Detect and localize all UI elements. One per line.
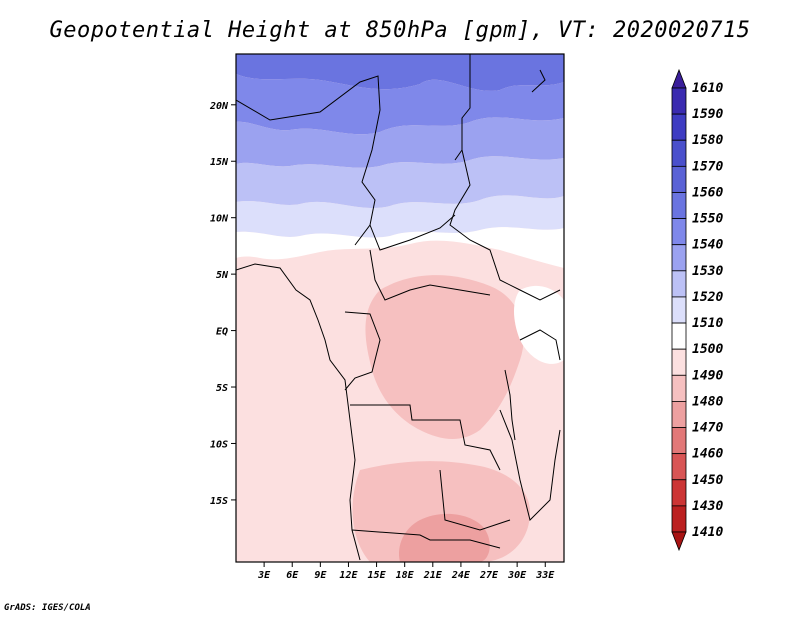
colorbar-level-label: 1590 xyxy=(692,107,723,122)
lon-tick-label: 18E xyxy=(396,570,415,581)
border-zambia xyxy=(439,469,511,531)
colorbar-segment xyxy=(671,270,687,298)
colorbar-segment xyxy=(671,192,687,219)
lon-tick-label: 6E xyxy=(286,570,299,581)
band-1510 xyxy=(236,227,564,268)
border-angola-south xyxy=(351,529,501,549)
band-1560 xyxy=(236,54,564,91)
band-1510-east xyxy=(514,285,564,364)
colorbar-segment xyxy=(671,322,687,350)
lon-tick-label: 30E xyxy=(507,570,527,581)
lat-tick-label: 15S xyxy=(210,496,228,507)
border-uganda xyxy=(519,329,561,361)
latitude-axis: 20N 15N 10N 5N EQ 5S 10S 15S xyxy=(209,101,236,507)
grads-credit: GrADS: IGES/COLA xyxy=(4,603,91,613)
colorbar-segment xyxy=(671,427,687,455)
lon-tick-label: 27E xyxy=(479,570,499,581)
border-lake-tanganyika xyxy=(504,369,516,441)
coast-nile xyxy=(531,69,546,93)
colorbar-level-label: 1530 xyxy=(692,264,723,279)
colorbar-level-label: 1540 xyxy=(692,238,723,253)
colorbar-level-label: 1520 xyxy=(692,290,723,305)
lon-tick-label: 9E xyxy=(314,570,327,581)
colorbar-segment xyxy=(671,139,687,167)
border-libya-egypt xyxy=(454,54,471,161)
height-field xyxy=(236,54,564,562)
border-sudan xyxy=(449,149,561,301)
colorbar-level-label: 1470 xyxy=(692,421,723,436)
colorbar-level-label: 1510 xyxy=(692,316,723,331)
lon-tick-label: 3E xyxy=(257,570,271,581)
lon-tick-label: 21E xyxy=(423,570,443,581)
colorbar-level-label: 1580 xyxy=(692,133,723,148)
colorbar-bottom-arrow xyxy=(671,531,687,552)
lon-tick-label: 15E xyxy=(368,570,387,581)
colorbar-segment xyxy=(671,374,687,402)
colorbar-level-label: 1500 xyxy=(692,342,723,357)
border-east xyxy=(499,409,561,521)
longitude-axis: 3E 6E 9E 12E 15E 18E 21E 24E 27E 30E 33E xyxy=(257,562,555,581)
colorbar-segment xyxy=(671,296,687,324)
colorbar-segment xyxy=(671,479,687,507)
band-1540 xyxy=(236,117,564,168)
border-angola xyxy=(350,404,501,471)
lat-tick-label: 20N xyxy=(209,101,229,112)
colorbar-segment xyxy=(671,87,687,115)
colorbar-segment xyxy=(671,218,687,246)
colorbar-level-label: 1460 xyxy=(692,447,723,462)
colorbar-level-label: 1610 xyxy=(692,81,723,96)
band-1520 xyxy=(236,195,564,238)
colorbar-level-label: 1550 xyxy=(692,212,723,227)
lon-tick-label: 12E xyxy=(339,570,358,581)
lon-tick-label: 33E xyxy=(535,570,555,581)
lat-tick-label: 10N xyxy=(210,214,229,225)
colorbar-segment xyxy=(671,348,687,376)
colorbar-level-label: 1430 xyxy=(692,499,723,514)
map-frame xyxy=(235,53,565,563)
coast-west-africa xyxy=(236,263,361,561)
colorbar-level-label: 1570 xyxy=(692,159,723,174)
lat-tick-label: EQ xyxy=(216,327,228,338)
border-congo xyxy=(369,249,491,301)
lon-tick-label: 24E xyxy=(451,570,471,581)
colorbar-top-arrow xyxy=(671,68,687,89)
colorbar: 1610 1590 1580 1570 1560 1550 1540 1530 1520 1510… xyxy=(671,68,723,552)
colorbar-level-label: 1560 xyxy=(692,185,723,200)
band-1490-core xyxy=(365,275,524,440)
colorbar-segment xyxy=(671,113,687,141)
lat-tick-label: 5S xyxy=(216,383,228,394)
band-1550 xyxy=(236,74,564,135)
border-north xyxy=(236,75,381,246)
country-borders xyxy=(236,54,561,561)
colorbar-segment xyxy=(671,401,687,428)
lat-tick-label: 5N xyxy=(216,270,229,281)
lat-tick-label: 10S xyxy=(210,439,228,450)
colorbar-segment xyxy=(671,165,687,193)
colorbar-segment xyxy=(671,453,687,481)
colorbar-level-label: 1490 xyxy=(692,368,723,383)
band-1530 xyxy=(236,156,564,209)
colorbar-segment xyxy=(671,505,687,533)
colorbar-segment xyxy=(671,244,687,272)
colorbar-level-label: 1480 xyxy=(692,394,723,409)
lat-tick-label: 15N xyxy=(210,157,229,168)
border-drc-west xyxy=(344,311,381,391)
border-chad-car xyxy=(369,214,456,251)
colorbar-level-label: 1410 xyxy=(692,525,723,540)
colorbar-level-label: 1450 xyxy=(692,473,723,488)
map-title: Geopotential Height at 850hPa [gpm], VT:… xyxy=(49,18,751,43)
